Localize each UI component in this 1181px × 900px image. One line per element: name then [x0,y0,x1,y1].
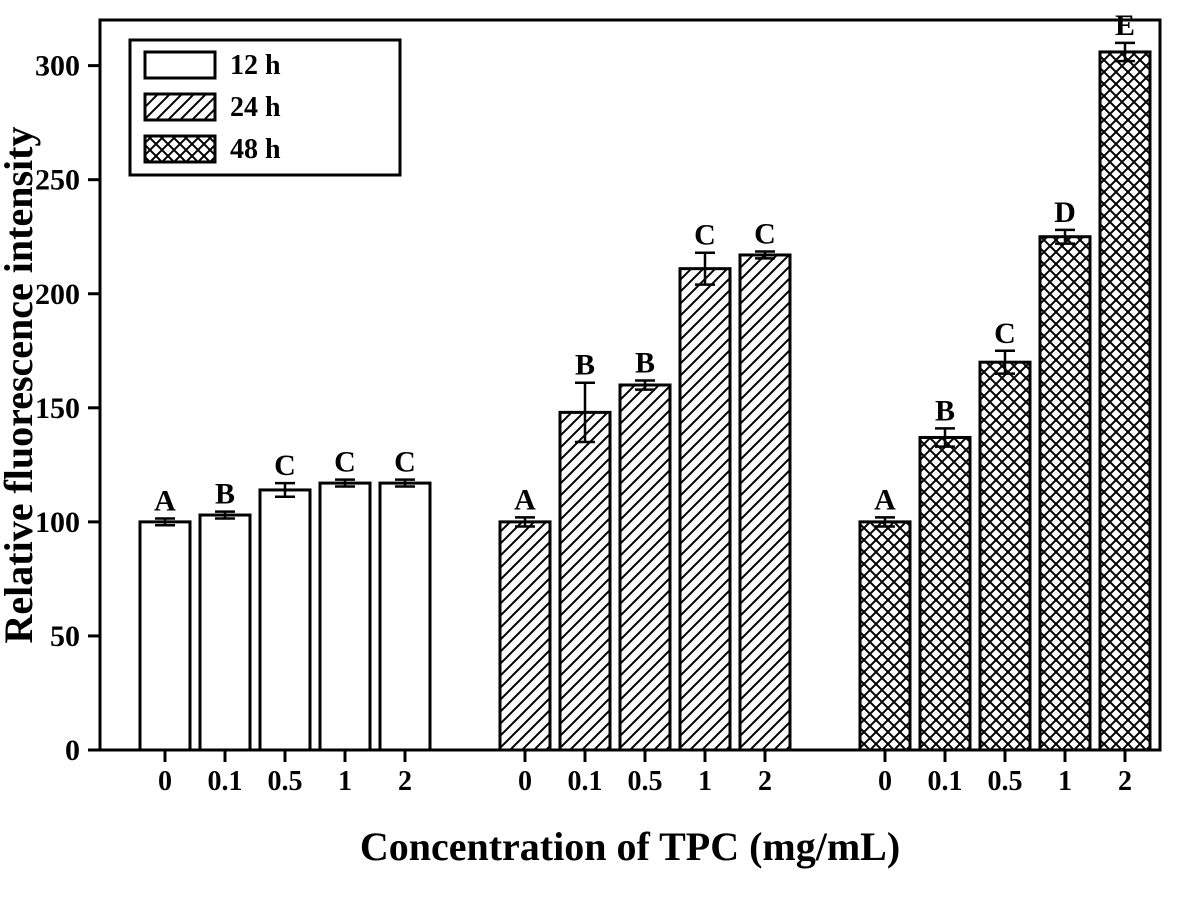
significance-label: B [635,346,655,379]
significance-label: B [935,394,955,427]
significance-label: C [694,219,716,252]
y-tick-label: 0 [65,734,80,767]
x-tick-label: 0 [878,766,892,797]
x-tick-label: 0 [518,766,532,797]
x-axis-label: Concentration of TPC (mg/mL) [360,824,900,869]
y-tick-label: 200 [35,278,80,311]
x-tick-label: 0.5 [268,766,303,797]
legend-label: 24 h [230,92,281,123]
bar [860,522,910,750]
y-axis-label: Relative fluorescence intensity [0,127,41,644]
significance-label: C [334,446,356,479]
bar [980,362,1030,750]
y-tick-label: 300 [35,50,80,83]
significance-label: D [1054,196,1076,229]
bar [680,269,730,750]
bar [500,522,550,750]
x-tick-label: 0.5 [628,766,663,797]
x-tick-label: 0.1 [568,766,603,797]
x-tick-label: 0 [158,766,172,797]
legend-label: 12 h [230,50,281,81]
bar [380,483,430,750]
x-tick-label: 0.1 [928,766,963,797]
bar [620,385,670,750]
significance-label: A [874,483,896,516]
significance-label: A [154,484,176,517]
legend-swatch [145,94,215,120]
x-tick-label: 1 [1058,766,1072,797]
significance-label: B [215,478,235,511]
bar [1040,237,1090,750]
x-tick-label: 1 [338,766,352,797]
x-tick-label: 2 [758,766,772,797]
x-tick-label: 2 [398,766,412,797]
legend-swatch [145,136,215,162]
x-tick-label: 2 [1118,766,1132,797]
bar [920,437,970,750]
y-tick-label: 100 [35,506,80,539]
significance-label: C [274,449,296,482]
bar [320,483,370,750]
significance-label: C [994,317,1016,350]
legend-swatch [145,52,215,78]
bar [560,412,610,750]
bar [740,255,790,750]
y-tick-label: 150 [35,392,80,425]
significance-label: C [754,218,776,251]
chart-container: 0 50 100 150 200 250 300 0 0.1 0.5 1 2 0 0.1 0.5 1 2 0 0.1… [0,0,1181,900]
significance-label: B [575,349,595,382]
significance-label: E [1115,9,1135,42]
y-tick-label: 250 [35,164,80,197]
bar [260,490,310,750]
bar [1100,52,1150,750]
bar [200,515,250,750]
significance-label: A [514,483,536,516]
x-tick-label: 1 [698,766,712,797]
x-tick-label: 0.5 [988,766,1023,797]
bar [140,522,190,750]
significance-label: C [394,446,416,479]
x-tick-label: 0.1 [208,766,243,797]
bar-chart-svg: 0 50 100 150 200 250 300 0 0.1 0.5 1 2 0 0.1 0.5 1 2 0 0.1… [0,0,1181,900]
y-tick-label: 50 [50,620,80,653]
legend-label: 48 h [230,134,281,165]
